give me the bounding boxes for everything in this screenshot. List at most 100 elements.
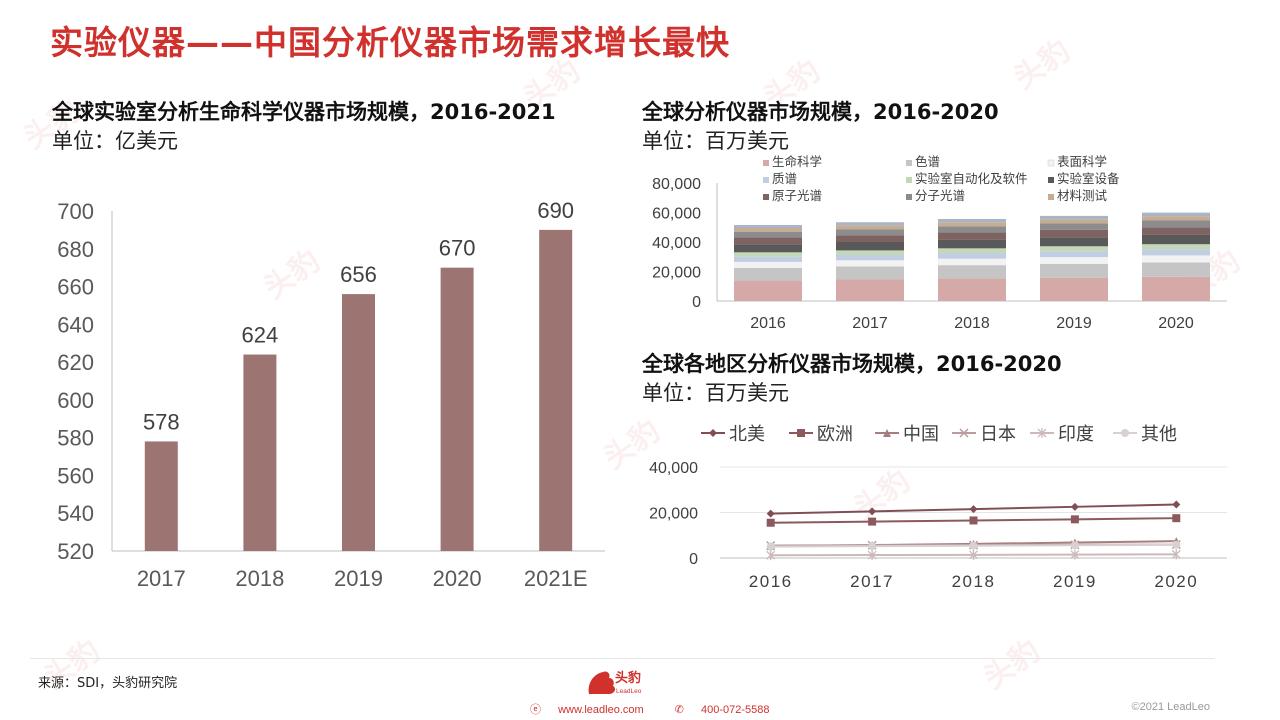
y-tick-label: 700 [57, 199, 94, 224]
y-tick-label: 20,000 [649, 506, 698, 523]
y-tick-label: 640 [57, 312, 94, 337]
legend-label: 中国 [903, 424, 939, 444]
x-tick-label: 2017 [850, 572, 894, 591]
legend-label: 日本 [980, 424, 1016, 444]
data-point [969, 549, 978, 560]
watermark-logo: 头豹 [1007, 33, 1077, 97]
data-point [766, 550, 776, 561]
leadleo-logo: 头豹 LeadLeo [588, 670, 642, 695]
website-text: www.leadleo.com [558, 704, 644, 716]
data-point [1172, 514, 1181, 523]
stacked-bar-segment [836, 266, 904, 280]
legend-label: 实验室设备 [1057, 171, 1120, 186]
stacked-bar-segment [1040, 263, 1108, 278]
data-label: 690 [537, 198, 574, 223]
bar [440, 267, 474, 551]
stacked-bar-segment [1040, 223, 1108, 230]
stacked-bar-segment [938, 218, 1006, 223]
stacked-bar-segment [1142, 255, 1210, 263]
legend-label: 北美 [729, 424, 765, 444]
bottom-right-chart-unit: 单位：百万美元 [642, 381, 789, 405]
website-link[interactable]: ⓔ www.leadleo.com [530, 704, 658, 716]
legend-swatch [906, 177, 912, 183]
legend-marker [1037, 428, 1047, 438]
data-point [766, 518, 775, 527]
stacked-bar-segment [1040, 219, 1108, 224]
stacked-bar-segment [1040, 257, 1108, 264]
stacked-bar-segment [1142, 262, 1210, 277]
x-tick-label: 2018 [954, 315, 990, 332]
legend-swatch [906, 194, 912, 200]
y-tick-label: 520 [57, 539, 94, 564]
data-point [1171, 549, 1181, 560]
stacked-bar-segment [938, 239, 1006, 249]
legend-label: 印度 [1058, 424, 1094, 444]
legend-label: 质谱 [772, 172, 797, 186]
x-tick-label: 2019 [1053, 572, 1097, 591]
y-tick-label: 0 [689, 551, 698, 568]
stacked-bar-segment [836, 235, 904, 242]
top-right-chart-heading: 全球分析仪器市场规模，2016-2020 [642, 100, 999, 124]
stacked-bar-segment [734, 267, 802, 281]
legend-swatch [763, 160, 769, 166]
y-tick-label: 660 [57, 275, 94, 300]
legend-marker [797, 429, 805, 437]
legend-marker [709, 429, 717, 437]
legend-swatch [1048, 194, 1054, 200]
x-tick-label: 2016 [749, 572, 793, 591]
life-science-instrument-bar-chart: 520 540 560 580 600 620 640 660 680 700 578 2017 624… [57, 198, 605, 591]
left-chart-heading: 全球实验室分析生命科学仪器市场规模，2016-2021 [52, 100, 556, 124]
legend-label: 欧洲 [817, 424, 853, 444]
stacked-bar-segment [734, 231, 802, 238]
stacked-bar-segment [1040, 229, 1108, 238]
y-tick-label: 40,000 [652, 235, 701, 252]
stacked-bar-segment [938, 253, 1006, 259]
stacked-bar-segment [938, 226, 1006, 233]
legend-label: 原子光谱 [772, 189, 822, 203]
stacked-bar-segment [734, 237, 802, 245]
y-tick-label: 80,000 [652, 176, 701, 193]
data-point [969, 505, 978, 514]
phone-icon: ✆ [674, 704, 684, 716]
stacked-bar-segment [1142, 220, 1210, 228]
phone-number: ✆ 400-072-5588 [675, 704, 784, 716]
data-label: 656 [340, 262, 377, 287]
stacked-bar-segment [1040, 215, 1108, 220]
y-tick-label: 60,000 [652, 206, 701, 223]
watermark-logo: 头豹 [977, 633, 1047, 697]
data-point [1172, 540, 1181, 549]
data-label: 624 [242, 323, 279, 348]
data-point [867, 550, 877, 561]
legend-swatch [763, 177, 769, 183]
leopard-head-icon [588, 671, 616, 694]
stacked-bar-segment [1040, 246, 1108, 252]
stacked-bar-segment [1142, 212, 1210, 217]
stacked-bar-segment [938, 278, 1006, 301]
stacked-bar-segment [836, 229, 904, 236]
bar [342, 294, 375, 551]
stacked-bar-segment [836, 225, 904, 230]
y-tick-label: 620 [57, 350, 94, 375]
data-label: 670 [439, 236, 476, 261]
phone-text: 400-072-5588 [701, 704, 770, 716]
data-point [969, 516, 978, 525]
y-tick-label: 580 [57, 426, 94, 451]
logo-subtext: LeadLeo [616, 688, 642, 695]
data-point [1070, 515, 1079, 524]
stacked-bar-segment [1142, 276, 1210, 301]
y-tick-label: 680 [57, 237, 94, 262]
bar [144, 441, 178, 551]
x-tick-label: 2019 [1056, 315, 1092, 332]
data-point [868, 517, 877, 526]
legend-marker [959, 428, 969, 438]
legend-label: 分子光谱 [915, 189, 965, 203]
x-tick-label: 2017 [137, 566, 186, 591]
y-tick-label: 20,000 [652, 265, 701, 282]
legend-label: 其他 [1141, 424, 1177, 444]
stacked-bar-segment [836, 254, 904, 261]
y-tick-label: 0 [692, 294, 701, 311]
page-title: 实验仪器——中国分析仪器市场需求增长最快 [50, 23, 730, 62]
stacked-bar-segment [836, 222, 904, 226]
stacked-bar-segment [734, 244, 802, 253]
legend-label: 生命科学 [772, 154, 822, 169]
